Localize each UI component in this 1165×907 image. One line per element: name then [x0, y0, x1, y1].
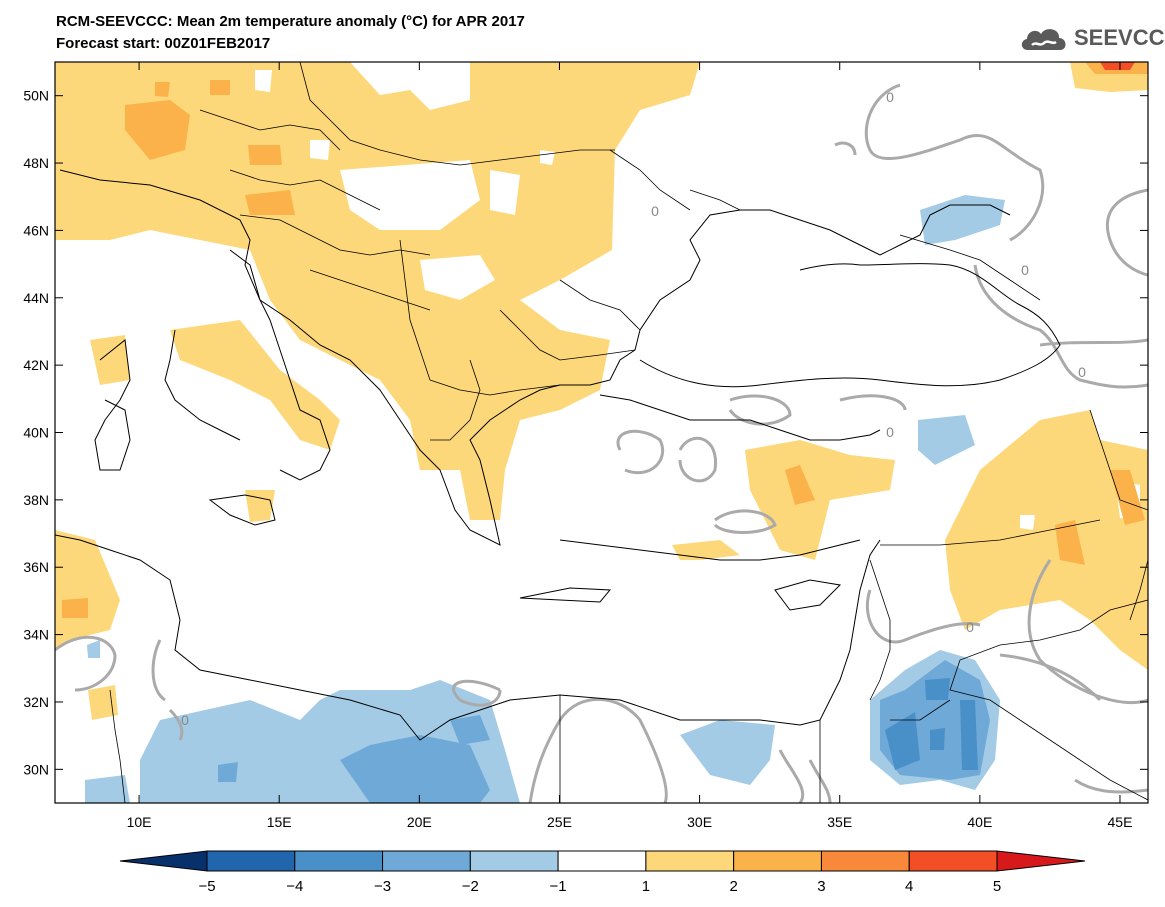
colorbar-arrow-low	[119, 850, 208, 872]
lon-tick-label: 30E	[687, 814, 712, 830]
contour-label: 0	[966, 619, 974, 635]
colorbar-label: 5	[993, 878, 1001, 895]
colorbar-bin	[206, 850, 296, 872]
country-borders	[109, 62, 1148, 803]
lon-tick-label: 25E	[547, 814, 572, 830]
map-title: RCM-SEEVCCC: Mean 2m temperature anomaly…	[56, 13, 525, 30]
colorbar: −5 −4 −3 −2 −1 1 2 3 4 5	[119, 850, 1086, 895]
contour-label: 0	[1021, 262, 1029, 278]
colorbar-label: 1	[642, 878, 650, 895]
colorbar-bin	[469, 850, 559, 872]
lat-tick-label: 32N	[23, 694, 49, 710]
lat-tick-label: 50N	[23, 88, 49, 104]
colorbar-label: −3	[374, 878, 391, 895]
colorbar-bin	[645, 850, 735, 872]
colorbar-bin	[733, 850, 822, 872]
colorbar-bin	[294, 850, 384, 872]
contour-label: 0	[651, 203, 659, 219]
strongest-cold-anomaly-areas	[885, 678, 978, 770]
colorbar-bin	[820, 850, 910, 872]
lon-tick-label: 15E	[267, 814, 292, 830]
lat-tick-label: 40N	[23, 425, 49, 441]
lon-tick-label: 10E	[127, 814, 152, 830]
colorbar-label: −4	[286, 878, 303, 895]
colorbar-label: −5	[198, 878, 215, 895]
lat-tick-label: 38N	[23, 492, 49, 508]
colorbar-bin	[382, 850, 471, 872]
colorbar-label: 4	[905, 878, 913, 895]
colorbar-bin	[908, 850, 998, 872]
lon-tick-label: 35E	[827, 814, 852, 830]
colorbar-label: −2	[462, 878, 479, 895]
colorbar-label: 2	[729, 878, 737, 895]
colorbar-label: −1	[550, 878, 567, 895]
logo-text: SEEVCCC	[1074, 25, 1165, 50]
lat-tick-label: 44N	[23, 290, 49, 306]
contour-label: 0	[181, 712, 189, 728]
lat-tick-label: 48N	[23, 155, 49, 171]
contour-labels: 0 0 0 0 0 0 0	[181, 89, 1086, 728]
contour-label: 0	[886, 424, 894, 440]
contour-label: 0	[1078, 364, 1086, 380]
colorbar-label: 3	[817, 878, 825, 895]
zero-contours	[55, 83, 1148, 803]
colorbar-arrow-high	[996, 850, 1086, 872]
forecast-start-label: Forecast start: 00Z01FEB2017	[56, 35, 271, 52]
lon-tick-label: 40E	[967, 814, 992, 830]
coastlines	[55, 169, 1061, 741]
map-axes: 10E 15E 20E 25E 30E 35E 40E 45E 30N 32N 34N 36N 38N 4…	[23, 62, 1148, 830]
lat-tick-label: 46N	[23, 222, 49, 238]
lat-tick-label: 42N	[23, 357, 49, 373]
anomaly-fields	[55, 62, 1148, 803]
lon-tick-label: 45E	[1108, 814, 1133, 830]
lat-tick-label: 30N	[23, 761, 49, 777]
hot-anomaly-area	[1100, 62, 1135, 70]
lat-tick-label: 34N	[23, 627, 49, 643]
colorbar-bin	[557, 850, 647, 872]
strong-warm-anomaly-areas	[62, 62, 1148, 618]
lon-tick-label: 20E	[407, 814, 432, 830]
warm-anomaly-areas	[55, 62, 1148, 720]
contour-label: 0	[886, 89, 894, 105]
lat-tick-label: 36N	[23, 559, 49, 575]
seevccc-logo: SEEVCCC	[1018, 22, 1165, 54]
cloud-icon	[1021, 29, 1066, 50]
